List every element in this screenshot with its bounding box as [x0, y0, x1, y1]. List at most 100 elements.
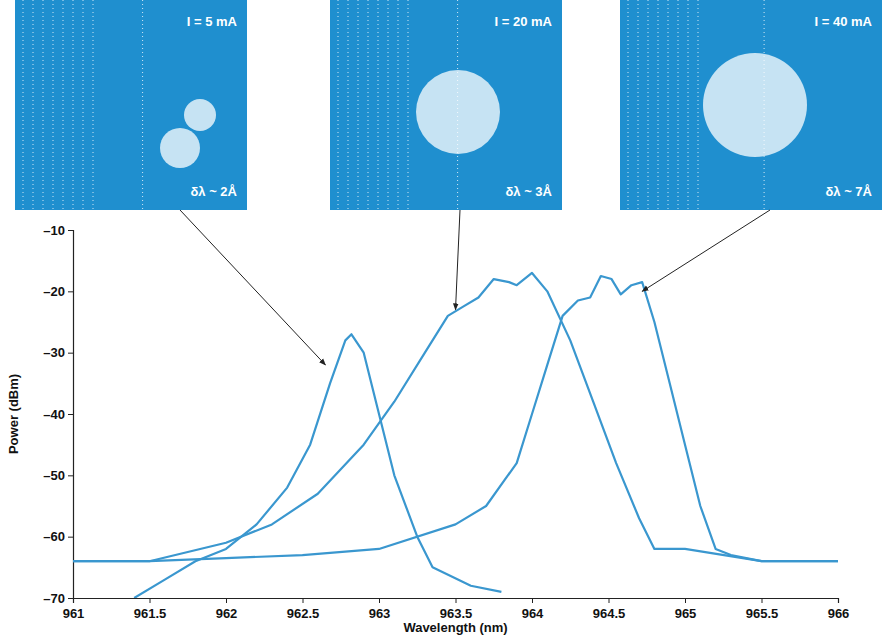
y-tick: –50: [43, 468, 73, 483]
x-tick-mark: [838, 598, 839, 603]
x-tick: 962: [216, 598, 238, 621]
x-tick-label: 965: [675, 606, 697, 621]
x-tick: 964.5: [593, 598, 626, 621]
inset-current-label: I = 40 mA: [815, 14, 873, 29]
inset-fringe: [338, 0, 339, 210]
x-tick: 961.5: [134, 598, 167, 621]
y-tick-mark: [68, 598, 73, 599]
y-tick-mark: [68, 353, 73, 354]
inset-current-label: I = 20 mA: [495, 14, 553, 29]
x-tick-mark: [609, 598, 610, 603]
x-tick-label: 964: [522, 606, 544, 621]
y-tick-label: –60: [43, 529, 65, 544]
y-tick-mark: [68, 537, 73, 538]
x-tick: 961: [63, 598, 85, 621]
x-tick: 963: [369, 598, 391, 621]
y-tick-label: –20: [43, 284, 65, 299]
spectrum-line: [73, 273, 838, 561]
y-tick-label: –40: [43, 407, 65, 422]
inset: I = 5 mA δλ ~ 2Å: [15, 0, 247, 210]
annotation-arrow: [642, 210, 770, 291]
x-tick-label: 963: [369, 606, 391, 621]
y-axis-title: Power (dBm): [6, 374, 21, 454]
inset-fringe: [33, 0, 34, 210]
spectrum-line: [73, 276, 838, 561]
x-tick-label: 962: [216, 606, 238, 621]
inset-spot: [703, 53, 807, 157]
inset-background: [330, 0, 562, 210]
inset-linewidth-label: δλ ~ 3Å: [505, 184, 552, 199]
annotation-arrow: [456, 210, 461, 310]
x-tick: 965.5: [746, 598, 779, 621]
x-tick-mark: [456, 598, 457, 603]
lines: [73, 273, 838, 598]
y-tick-label: –50: [43, 468, 65, 483]
x-tick-mark: [150, 598, 151, 603]
y-tick-mark: [68, 414, 73, 415]
inset-fringe: [378, 0, 379, 210]
y-tick-mark: [68, 475, 73, 476]
inset-background: [15, 0, 247, 210]
inset-fringe: [398, 0, 399, 210]
inset-fringe: [358, 0, 359, 210]
inset-fringe: [142, 0, 143, 210]
x-tick: 962.5: [287, 598, 320, 621]
x-tick-label: 961: [63, 606, 85, 621]
inset-fringe: [23, 0, 24, 210]
spectrum-line: [134, 334, 501, 598]
inset-background: [620, 0, 882, 210]
inset-linewidth-label: δλ ~ 7Å: [825, 184, 872, 199]
x-tick: 965: [675, 598, 697, 621]
x-tick-mark: [685, 598, 686, 603]
y-tick: –30: [43, 345, 73, 360]
inset: I = 40 mA δλ ~ 7Å: [620, 0, 882, 210]
x-tick-mark: [532, 598, 533, 603]
inset-fringe: [73, 0, 74, 210]
inset-fringe: [648, 0, 649, 210]
inset-linewidth-label: δλ ~ 2Å: [190, 184, 237, 199]
chart: 961 961.5 962 962.5 963 963.5 964 964.5 965 965.5…: [0, 0, 891, 639]
inset-spot: [160, 128, 200, 168]
inset-fringe: [83, 0, 84, 210]
x-tick-mark: [303, 598, 304, 603]
y-tick: –60: [43, 529, 73, 544]
inset-fringe: [668, 0, 669, 210]
inset-fringe: [678, 0, 679, 210]
x-tick-label: 963.5: [440, 606, 473, 621]
inset-fringe: [53, 0, 54, 210]
y-tick-mark: [68, 291, 73, 292]
y-tick: –70: [43, 591, 73, 606]
inset-fringe: [93, 0, 94, 210]
inset-spot: [416, 70, 500, 154]
x-tick-mark: [226, 598, 227, 603]
y-axis-line: [68, 231, 74, 599]
inset-current-label: I = 5 mA: [187, 14, 238, 29]
x-tick-label: 966: [828, 606, 850, 621]
inset-fringe: [628, 0, 629, 210]
x-tick: 963.5: [440, 598, 473, 621]
y-tick-label: –30: [43, 345, 65, 360]
inset-fringe: [658, 0, 659, 210]
x-axis-title: Wavelength (nm): [403, 620, 507, 635]
inset: I = 20 mA δλ ~ 3Å: [330, 0, 562, 210]
inset-spot: [184, 99, 216, 131]
inset-fringe: [688, 0, 689, 210]
x-tick: 966: [828, 598, 850, 621]
y-axis: –70 –60 –50 –40 –30 –20 –10: [43, 223, 73, 606]
inset-fringe: [43, 0, 44, 210]
y-tick: –10: [43, 223, 73, 238]
x-axis-line: [74, 599, 839, 604]
y-tick: –20: [43, 284, 73, 299]
x-tick-label: 965.5: [746, 606, 779, 621]
inset-fringe: [348, 0, 349, 210]
annotation-arrow: [180, 210, 325, 365]
y-tick-mark: [68, 230, 73, 231]
x-tick: 964: [522, 598, 544, 621]
y-tick-label: –70: [43, 591, 65, 606]
x-axis: 961 961.5 962 962.5 963 963.5 964 964.5 965 965.5…: [63, 598, 850, 621]
x-tick-label: 962.5: [287, 606, 320, 621]
x-tick-mark: [762, 598, 763, 603]
inset-fringe: [698, 0, 699, 210]
x-tick-mark: [379, 598, 380, 603]
x-tick-label: 964.5: [593, 606, 626, 621]
